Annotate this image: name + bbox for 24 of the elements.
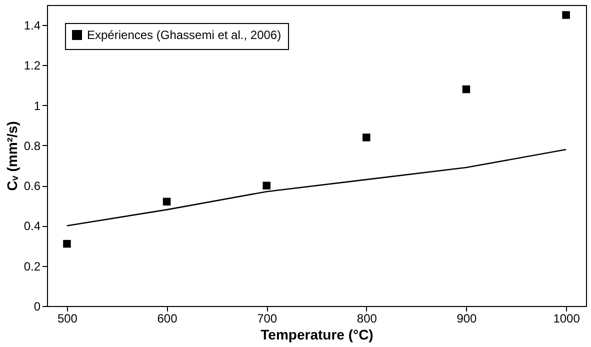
point [362,134,370,142]
y-tick-label: 0.4 [24,219,41,234]
point [162,198,171,206]
x-tick-label: 800 [356,312,378,326]
y-tick-label: 0.8 [24,138,41,153]
y-tick-label: 0.2 [24,259,41,274]
legend-label: Expériences (Ghassemi et al., 2006) [87,28,282,42]
point [562,11,570,19]
x-tick-label: 900 [456,312,478,326]
y-axis-title: Cᵥ (mm²/s) [4,121,20,191]
x-tick-label: 600 [157,312,178,326]
x-tick-label: 500 [57,312,78,326]
y-tick-label: 1.4 [24,18,41,33]
y-tick-label: 0.6 [24,179,41,194]
point [262,182,270,190]
x-tick-label: 700 [257,312,278,326]
x-tick-label: 1000 [553,312,580,326]
point [63,240,71,248]
y-tick-label: 0 [34,300,41,314]
point [462,85,470,94]
y-tick-label: 1 [34,98,41,113]
line-series [66,148,567,226]
y-tick-label: 1.2 [24,58,41,73]
x-axis-title: Temperature (°C) [260,326,374,342]
